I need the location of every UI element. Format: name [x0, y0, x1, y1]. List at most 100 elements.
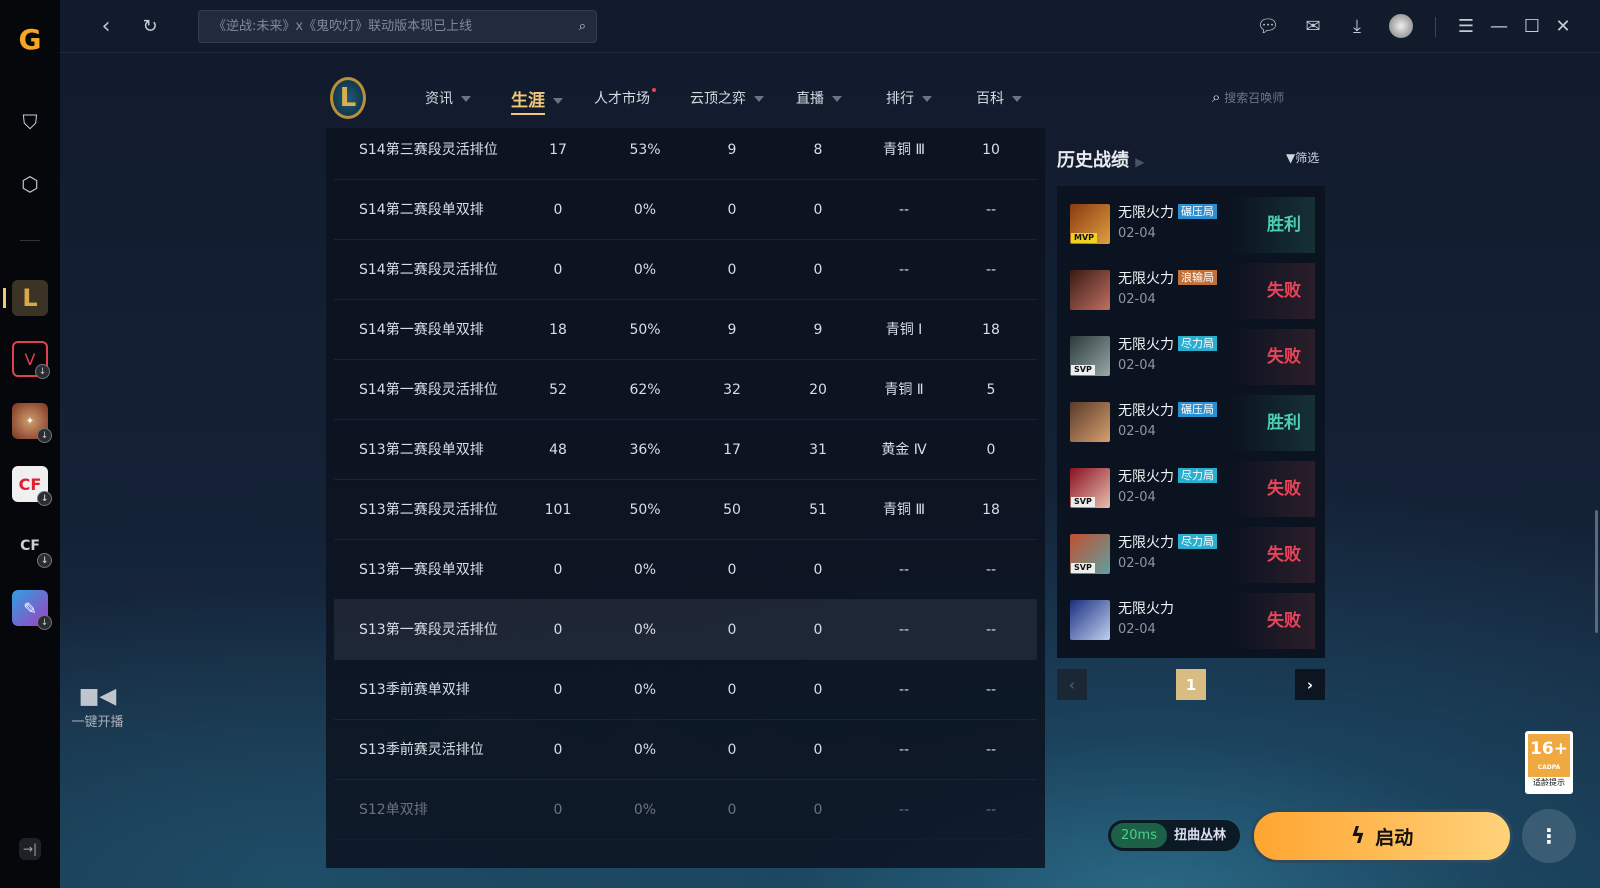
- game-icon[interactable]: ✎ ↓: [12, 590, 52, 630]
- stat-cell: 0%: [633, 742, 657, 758]
- table-row[interactable]: S14第一赛段单双排 18 50% 9 9 青铜 Ⅰ 18: [334, 300, 1037, 360]
- app-logo-icon[interactable]: G: [18, 22, 42, 56]
- match-date: 02-04: [1118, 292, 1156, 307]
- nav-tft[interactable]: 云顶之弈: [690, 88, 764, 108]
- nav-wiki[interactable]: 百科: [976, 88, 1022, 108]
- download-icon: ↓: [35, 364, 50, 379]
- valorant-game-icon[interactable]: V ↓: [12, 341, 50, 379]
- stat-cell: 0%: [633, 622, 657, 638]
- table-row[interactable]: S12单双排 0 0% 0 0 -- --: [334, 780, 1037, 840]
- table-row[interactable]: S14第三赛段灵活排位 17 53% 9 8 青铜 Ⅲ 10: [334, 128, 1037, 180]
- table-row[interactable]: S14第一赛段灵活排位 52 62% 32 20 青铜 Ⅱ 5: [334, 360, 1037, 420]
- stat-cell: 0: [727, 682, 737, 698]
- table-row[interactable]: S13第二赛段灵活排位 101 50% 50 51 青铜 Ⅲ 18: [334, 480, 1037, 540]
- launch-button[interactable]: ϟ 启动: [1251, 809, 1513, 863]
- back-icon[interactable]: ‹: [101, 13, 111, 39]
- lol-logo[interactable]: L: [330, 77, 366, 119]
- game-mode: 无限火力: [1118, 469, 1174, 485]
- stat-cell: 48: [549, 442, 567, 458]
- match-item[interactable]: SVP 无限火力 尽力局 02-04 失败: [1057, 521, 1325, 587]
- gamepad-icon[interactable]: ⬡: [21, 172, 39, 196]
- stat-cell: 青铜 Ⅲ: [882, 142, 926, 158]
- caret-down-icon: [1012, 96, 1022, 102]
- nav-career[interactable]: 生涯: [511, 86, 563, 115]
- maximize-icon[interactable]: ☐: [1523, 15, 1541, 37]
- nav-ranking[interactable]: 排行: [886, 88, 932, 108]
- sidebar: G ⛉ ⬡ L V ↓ ✦ ↓ CF ↓ CF ↓ ✎ ↓ →|: [0, 0, 60, 888]
- badge: SVP: [1071, 365, 1095, 375]
- game-mode: 无限火力: [1118, 535, 1174, 551]
- match-item[interactable]: SVP 无限火力 尽力局 02-04 失败: [1057, 323, 1325, 389]
- search-icon[interactable]: ⌕: [578, 19, 586, 34]
- table-row[interactable]: S14第二赛段灵活排位 0 0% 0 0 -- --: [334, 240, 1037, 300]
- game-icon[interactable]: ✦ ↓: [12, 403, 52, 443]
- nav-news[interactable]: 资讯: [425, 88, 471, 108]
- divider: [20, 240, 40, 241]
- nav-talent-market[interactable]: 人才市场: [594, 88, 656, 108]
- table-row[interactable]: S13季前赛单双排 0 0% 0 0 -- --: [334, 660, 1037, 720]
- performance-tag: 浪输局: [1178, 270, 1217, 285]
- queue-name: S14第二赛段单双排: [359, 202, 484, 218]
- match-item[interactable]: 无限火力 浪输局 02-04 失败: [1057, 257, 1325, 323]
- store-icon[interactable]: ⛉: [22, 110, 38, 134]
- download-icon[interactable]: ⤓: [1353, 15, 1361, 37]
- cf-mobile-game-icon[interactable]: CF ↓: [12, 466, 52, 506]
- caret-down-icon: [832, 96, 842, 102]
- stat-cell: 10: [982, 142, 1000, 158]
- match-date: 02-04: [1118, 490, 1156, 505]
- game-mode: 无限火力: [1118, 271, 1174, 287]
- server-selector[interactable]: 20ms 扭曲丛林: [1108, 820, 1240, 851]
- table-row[interactable]: S14第二赛段单双排 0 0% 0 0 -- --: [334, 180, 1037, 240]
- chat-icon[interactable]: 💬︎: [1256, 15, 1280, 37]
- stat-cell: 0: [727, 262, 737, 278]
- table-row[interactable]: S13第二赛段单双排 48 36% 17 31 黄金 Ⅳ 0: [334, 420, 1037, 480]
- stat-cell: 17: [723, 442, 741, 458]
- match-item[interactable]: SVP 无限火力 尽力局 02-04 失败: [1057, 455, 1325, 521]
- announcement-search-bar[interactable]: 《逆战:未来》x《鬼吹灯》联动版本现已上线 ⌕: [198, 10, 597, 43]
- mail-icon[interactable]: ✉: [1305, 15, 1321, 37]
- queue-name: S14第一赛段单双排: [359, 322, 484, 338]
- nav-live[interactable]: 直播: [796, 88, 842, 108]
- caret-down-icon: [754, 96, 764, 102]
- scrollbar[interactable]: [1595, 510, 1598, 633]
- match-result: 失败: [1229, 461, 1315, 517]
- filter-button[interactable]: ▼筛选: [1286, 151, 1320, 165]
- summoner-search[interactable]: ⌕ 搜索召唤师: [1212, 88, 1285, 106]
- collapse-sidebar-icon[interactable]: →|: [19, 838, 41, 860]
- champion-avatar: [1070, 402, 1110, 442]
- stat-cell: 50%: [629, 322, 661, 338]
- one-click-live-button[interactable]: ■◀ 一键开播: [60, 684, 135, 730]
- stat-cell: 0: [813, 622, 823, 638]
- menu-icon[interactable]: ☰: [1457, 15, 1475, 37]
- crossfire-game-icon[interactable]: CF ↓: [12, 528, 52, 568]
- performance-tag: 碾压局: [1178, 204, 1217, 219]
- performance-tag: 尽力局: [1178, 468, 1217, 483]
- stat-cell: 20: [809, 382, 827, 398]
- stat-cell: 0: [553, 562, 563, 578]
- match-item[interactable]: 无限火力 02-04 失败: [1057, 587, 1325, 653]
- match-item[interactable]: MVP 无限火力 碾压局 02-04 胜利: [1057, 191, 1325, 257]
- refresh-icon[interactable]: ↻: [142, 15, 158, 37]
- match-result: 胜利: [1229, 197, 1315, 253]
- match-result: 失败: [1229, 593, 1315, 649]
- stat-cell: --: [898, 562, 910, 578]
- table-row[interactable]: S13第一赛段单双排 0 0% 0 0 -- --: [334, 540, 1037, 600]
- game-mode: 无限火力: [1118, 205, 1174, 221]
- table-row[interactable]: S13季前赛灵活排位 0 0% 0 0 -- --: [334, 720, 1037, 780]
- queue-name: S13第二赛段灵活排位: [359, 502, 498, 518]
- match-item[interactable]: 无限火力 碾压局 02-04 胜利: [1057, 389, 1325, 455]
- stat-cell: 0%: [633, 262, 657, 278]
- lol-game-icon[interactable]: L: [12, 280, 48, 316]
- close-icon[interactable]: ✕: [1555, 15, 1571, 37]
- stat-cell: --: [898, 262, 910, 278]
- avatar[interactable]: [1389, 14, 1413, 38]
- performance-tag: 尽力局: [1178, 336, 1217, 351]
- table-row[interactable]: S13第一赛段灵活排位 0 0% 0 0 -- --: [334, 600, 1037, 660]
- more-options-button[interactable]: ⋮: [1522, 809, 1576, 863]
- page-1-button[interactable]: 1: [1176, 669, 1206, 700]
- history-title[interactable]: 历史战绩 ▶: [1057, 150, 1145, 171]
- next-page-button[interactable]: ›: [1295, 669, 1325, 700]
- champion-avatar: [1070, 600, 1110, 640]
- minimize-icon[interactable]: —: [1490, 15, 1508, 37]
- prev-page-button[interactable]: ‹: [1057, 669, 1087, 700]
